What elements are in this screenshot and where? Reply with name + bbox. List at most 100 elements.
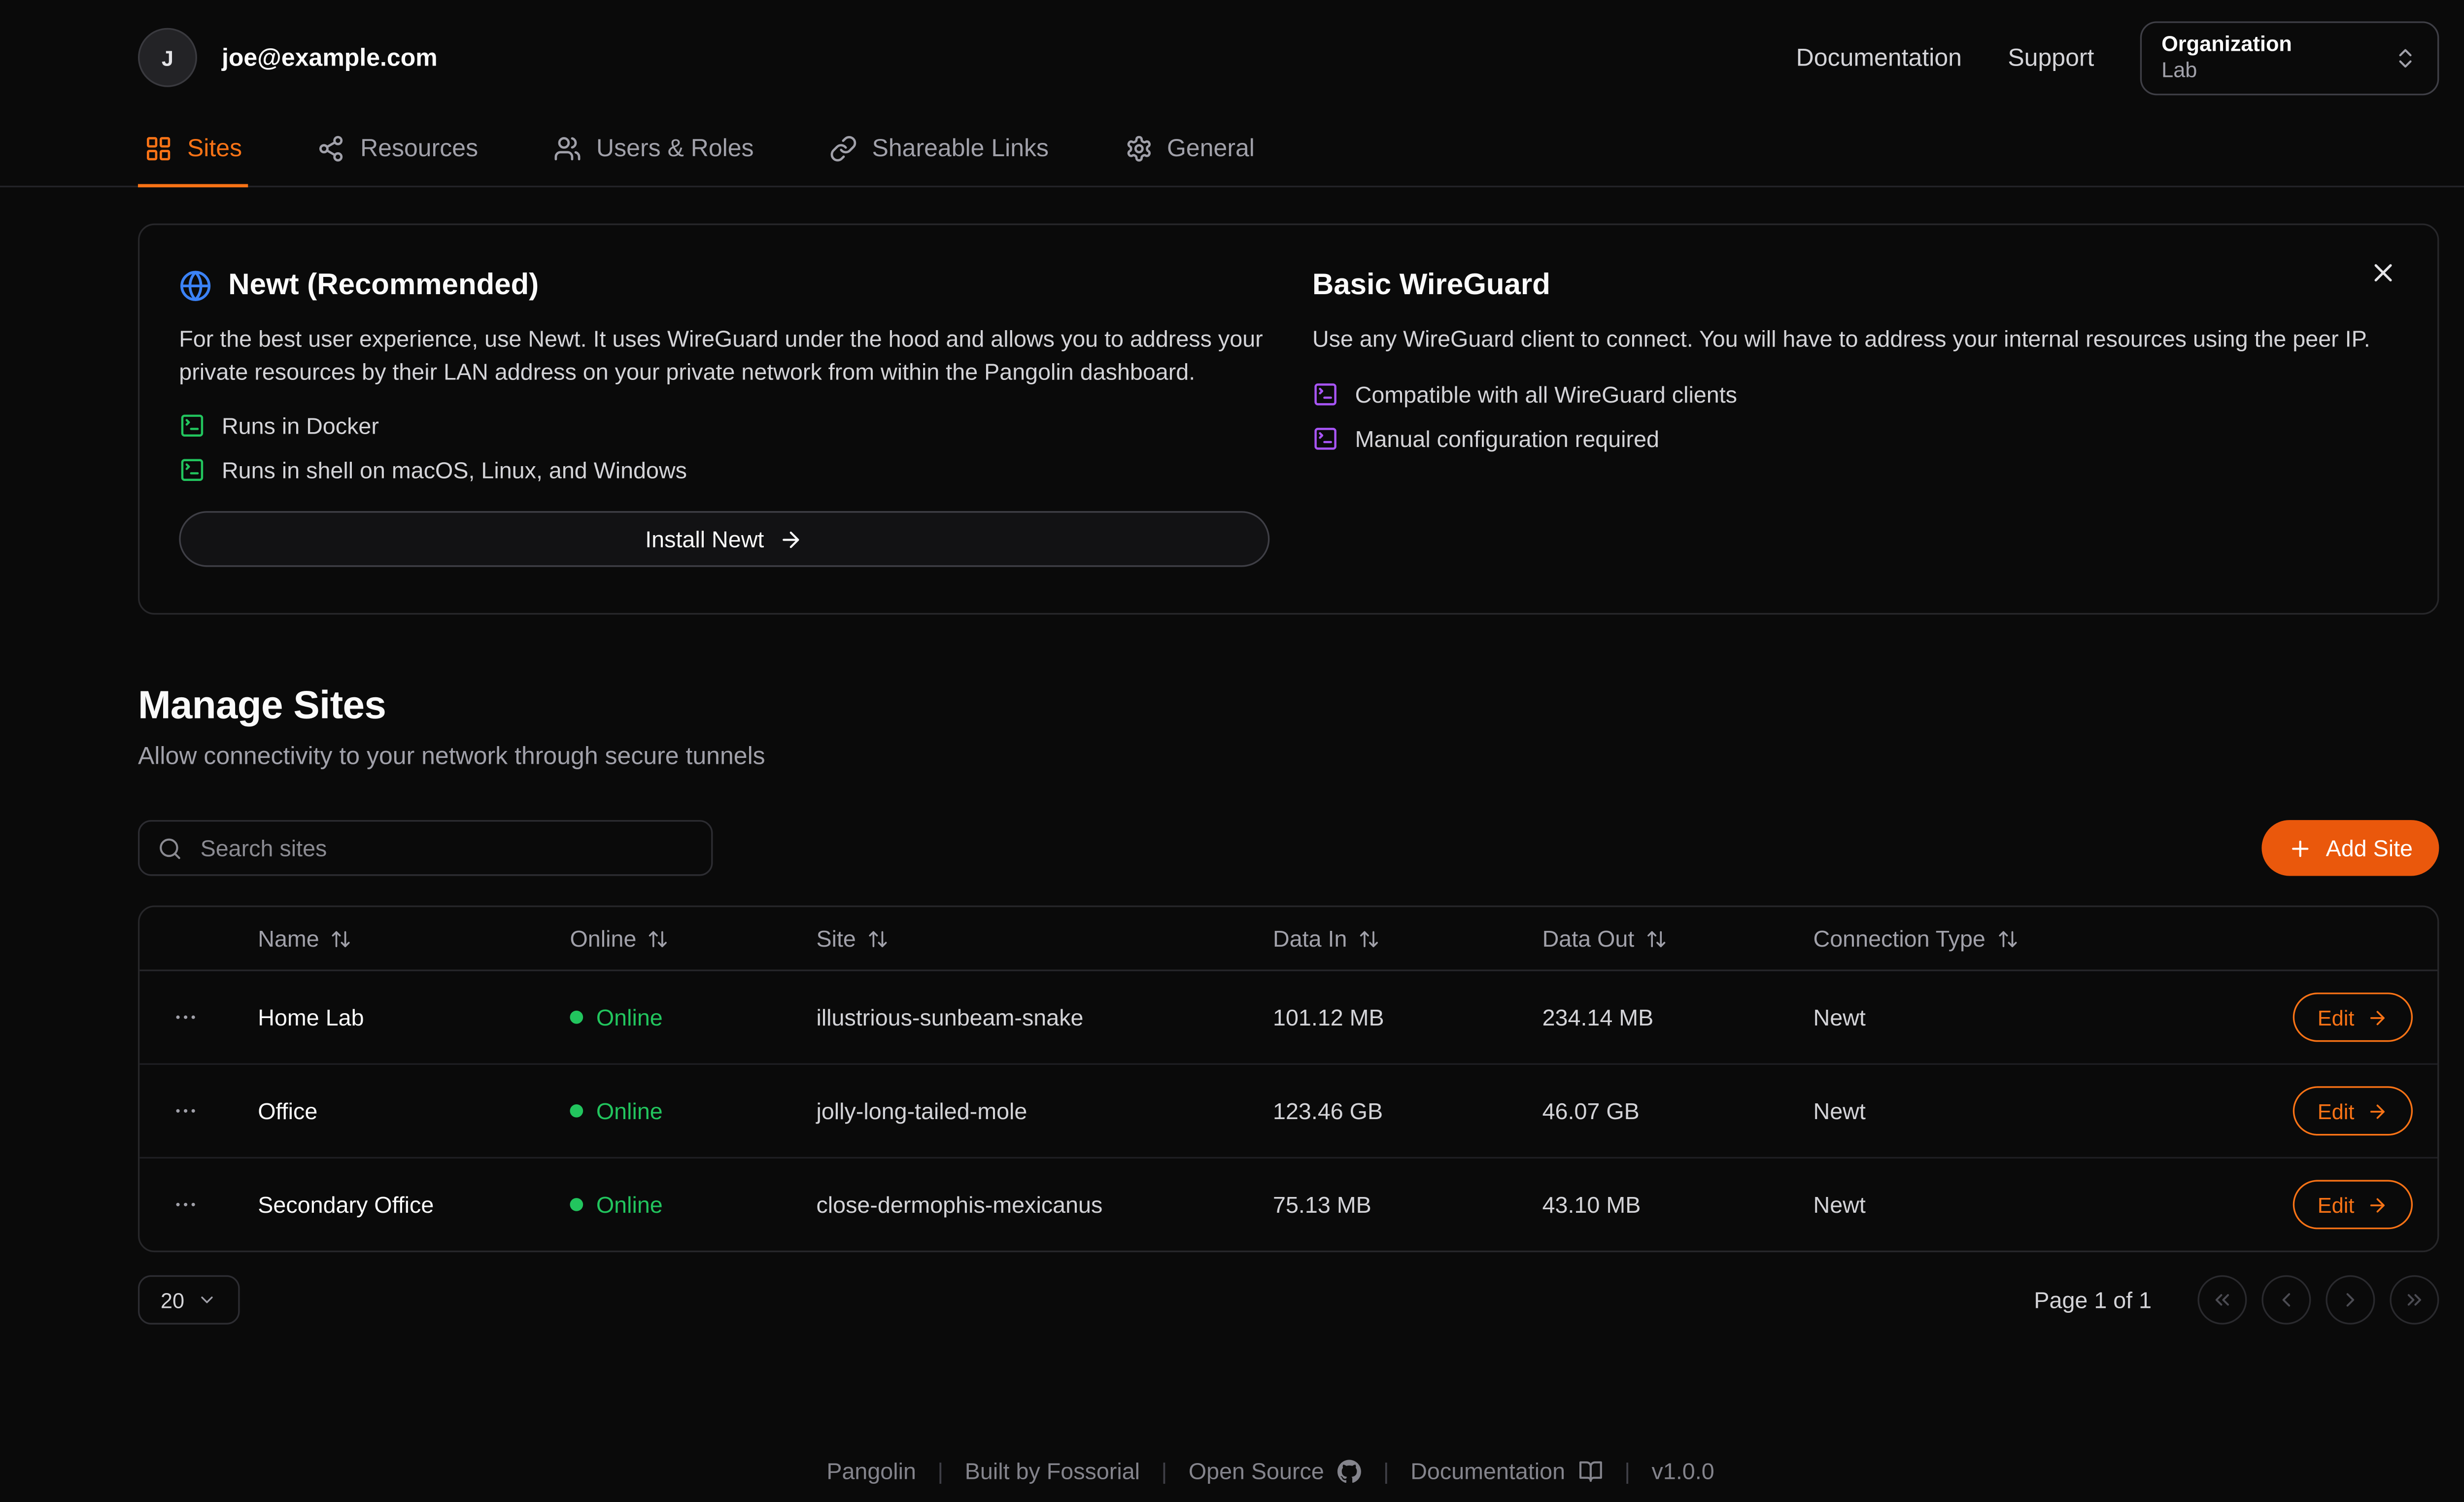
footer-item-built-by[interactable]: Built by Fossorial <box>965 1458 1140 1484</box>
top-right-nav: Documentation Support Organization Lab <box>1796 20 2439 95</box>
tab-bar: Sites Resources Users & Roles Shareable … <box>0 115 2464 188</box>
arrow-right-icon <box>2371 1010 2386 1025</box>
close-card-button[interactable] <box>2362 251 2405 294</box>
pagination-buttons <box>2197 1275 2439 1325</box>
footer-label: Pangolin <box>826 1457 916 1484</box>
install-newt-button[interactable]: Install Newt <box>179 511 1270 568</box>
avatar-initial: J <box>161 45 173 70</box>
footer-separator: | <box>937 1457 944 1484</box>
feature-label: Runs in shell on macOS, Linux, and Windo… <box>221 457 687 484</box>
status-dot <box>570 1198 583 1212</box>
pagination-last-button[interactable] <box>2390 1275 2439 1325</box>
terminal-icon <box>181 415 204 437</box>
data-in-cell: 101.12 MB <box>1272 1004 1384 1031</box>
column-label: Site <box>816 925 856 952</box>
site-name-cell: Office <box>258 1098 318 1125</box>
sort-icon <box>1360 930 1378 947</box>
footer-item-open-source[interactable]: Open Source <box>1189 1458 1362 1484</box>
column-name[interactable]: Name <box>232 925 544 952</box>
chevrons-up-down-icon <box>2399 48 2412 67</box>
arrow-right-icon <box>783 531 800 548</box>
column-connection-type[interactable]: Connection Type <box>1787 925 2266 952</box>
grid-icon <box>147 137 171 161</box>
actions-cell: Edit <box>2266 1086 2437 1136</box>
documentation-link[interactable]: Documentation <box>1796 43 1962 72</box>
footer-label: v1.0.0 <box>1651 1457 1714 1484</box>
connection-type-cell: Newt <box>1813 1004 1866 1031</box>
sort-icon <box>869 930 887 947</box>
pagination-first-button[interactable] <box>2197 1275 2247 1325</box>
site-id-cell: illustrious-sunbeam-snake <box>816 1004 1084 1031</box>
pagination: 20 Page 1 of 1 <box>137 1275 2439 1325</box>
footer-item-version[interactable]: v1.0.0 <box>1652 1458 1714 1484</box>
footer-separator: | <box>1383 1457 1389 1484</box>
pagination-next-button[interactable] <box>2326 1275 2375 1325</box>
search-box <box>137 820 713 877</box>
edit-button[interactable]: Edit <box>2293 1086 2414 1136</box>
tab-shareable-links[interactable]: Shareable Links <box>823 115 1056 187</box>
row-menu-button[interactable] <box>139 994 232 1040</box>
chevron-left-icon <box>2282 1293 2291 1307</box>
feature-label: Runs in Docker <box>221 412 379 440</box>
tab-sites[interactable]: Sites <box>137 115 249 188</box>
chevron-down-icon <box>202 1297 213 1304</box>
footer-item-pangolin[interactable]: Pangolin <box>826 1458 916 1484</box>
column-label: Data Out <box>1542 925 1635 952</box>
footer-separator: | <box>1161 1457 1167 1484</box>
footer-label: Built by Fossorial <box>964 1457 1140 1484</box>
edit-button[interactable]: Edit <box>2293 992 2414 1042</box>
gear-icon <box>1127 136 1150 162</box>
data-out-cell: 234.14 MB <box>1542 1004 1654 1031</box>
tab-label: Sites <box>187 135 242 163</box>
status-label: Online <box>596 1098 663 1125</box>
add-site-label: Add Site <box>2326 835 2413 862</box>
footer-label: Open Source <box>1188 1457 1324 1484</box>
column-data-out[interactable]: Data Out <box>1516 925 1787 952</box>
tab-label: Resources <box>360 135 479 163</box>
column-data-in[interactable]: Data In <box>1247 925 1516 952</box>
connection-type-cell: Newt <box>1813 1098 1866 1125</box>
sort-icon <box>650 930 668 947</box>
footer-item-documentation[interactable]: Documentation <box>1410 1458 1603 1484</box>
column-site[interactable]: Site <box>790 925 1247 952</box>
status-dot <box>570 1104 583 1118</box>
sort-icon <box>1647 930 1666 947</box>
organization-selector[interactable]: Organization Lab <box>2140 20 2439 95</box>
chevrons-left-icon <box>2215 1294 2229 1306</box>
ellipsis-icon <box>176 1016 195 1020</box>
search-input[interactable] <box>197 833 693 863</box>
newt-title-row: Newt (Recommended) <box>179 268 1269 303</box>
column-online[interactable]: Online <box>544 925 790 952</box>
avatar[interactable]: J <box>137 28 197 87</box>
status-dot <box>570 1011 583 1024</box>
tab-general[interactable]: General <box>1118 115 1261 187</box>
page-info: Page 1 of 1 <box>2034 1287 2152 1314</box>
wireguard-features: Compatible with all WireGuard clients Ma… <box>1312 380 2392 451</box>
arrow-right-icon <box>2371 1104 2386 1119</box>
page-size-select[interactable]: 20 <box>137 1275 240 1325</box>
row-menu-button[interactable] <box>139 1088 232 1134</box>
edit-button[interactable]: Edit <box>2293 1180 2414 1230</box>
feature-item: Runs in shell on macOS, Linux, and Windo… <box>179 457 1269 483</box>
close-icon <box>2374 264 2392 282</box>
pagination-controls: Page 1 of 1 <box>2034 1275 2439 1325</box>
status-badge: Online <box>544 1004 790 1031</box>
table-row: Secondary Office Online close-dermophis-… <box>139 1159 2437 1251</box>
tab-resources[interactable]: Resources <box>311 115 484 187</box>
newt-features: Runs in Docker Runs in shell on macOS, L… <box>179 413 1269 483</box>
footer: Pangolin | Built by Fossorial | Open Sou… <box>0 1458 2464 1502</box>
link-icon <box>830 136 856 162</box>
support-link[interactable]: Support <box>2008 43 2094 72</box>
tab-label: General <box>1167 135 1255 163</box>
row-menu-button[interactable] <box>139 1182 232 1228</box>
newt-title: Newt (Recommended) <box>228 268 539 301</box>
newt-description: For the best user experience, use Newt. … <box>179 325 1263 384</box>
newt-section: Newt (Recommended) For the best user exp… <box>179 268 1270 568</box>
tab-users-roles[interactable]: Users & Roles <box>547 115 760 187</box>
connection-type-cell: Newt <box>1813 1192 1866 1218</box>
pagination-prev-button[interactable] <box>2261 1275 2311 1325</box>
github-icon <box>1337 1459 1362 1482</box>
tab-label: Shareable Links <box>872 135 1049 163</box>
add-site-button[interactable]: Add Site <box>2261 820 2439 877</box>
site-name-cell: Home Lab <box>258 1004 364 1031</box>
